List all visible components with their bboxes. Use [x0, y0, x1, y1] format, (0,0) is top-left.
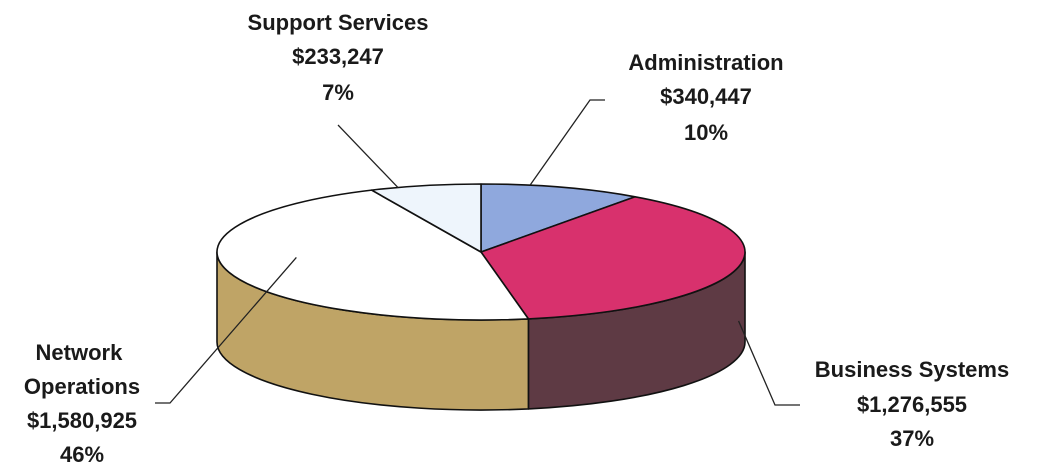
pie-slice-administration — [480, 183, 636, 253]
leader-line-business-systems — [737, 320, 800, 406]
label-business-systems-percent: 37% — [890, 426, 934, 451]
label-network-operations-line1: Network — [36, 340, 124, 365]
pie-top-layer — [216, 183, 746, 321]
label-administration-value: $340,447 — [660, 84, 752, 109]
pie-slice-business-systems — [480, 195, 746, 320]
label-administration: Administration $340,447 10% — [628, 50, 783, 145]
leader-line-administration — [529, 99, 605, 186]
pie-slice-support-services — [370, 183, 482, 253]
label-business-systems: Business Systems $1,276,555 37% — [815, 357, 1009, 451]
label-support-services-name: Support Services — [248, 10, 429, 35]
label-business-systems-name: Business Systems — [815, 357, 1009, 382]
label-network-operations: Network Operations $1,580,925 46% — [24, 340, 140, 467]
label-business-systems-value: $1,276,555 — [857, 392, 967, 417]
label-network-operations-value: $1,580,925 — [27, 408, 137, 433]
label-support-services: Support Services $233,247 7% — [248, 10, 429, 105]
label-network-operations-name: Network Operations — [24, 340, 140, 399]
pie-slice-network-operations — [216, 189, 530, 321]
label-support-services-percent: 7% — [322, 80, 354, 105]
label-support-services-value: $233,247 — [292, 44, 384, 69]
label-administration-percent: 10% — [684, 120, 728, 145]
leader-line-network-operations — [155, 256, 297, 404]
label-administration-name: Administration — [628, 50, 783, 75]
label-network-operations-line2: Operations — [24, 374, 140, 399]
leader-line-support-services — [337, 124, 399, 188]
leader-lines — [155, 99, 800, 406]
label-network-operations-percent: 46% — [60, 442, 104, 467]
